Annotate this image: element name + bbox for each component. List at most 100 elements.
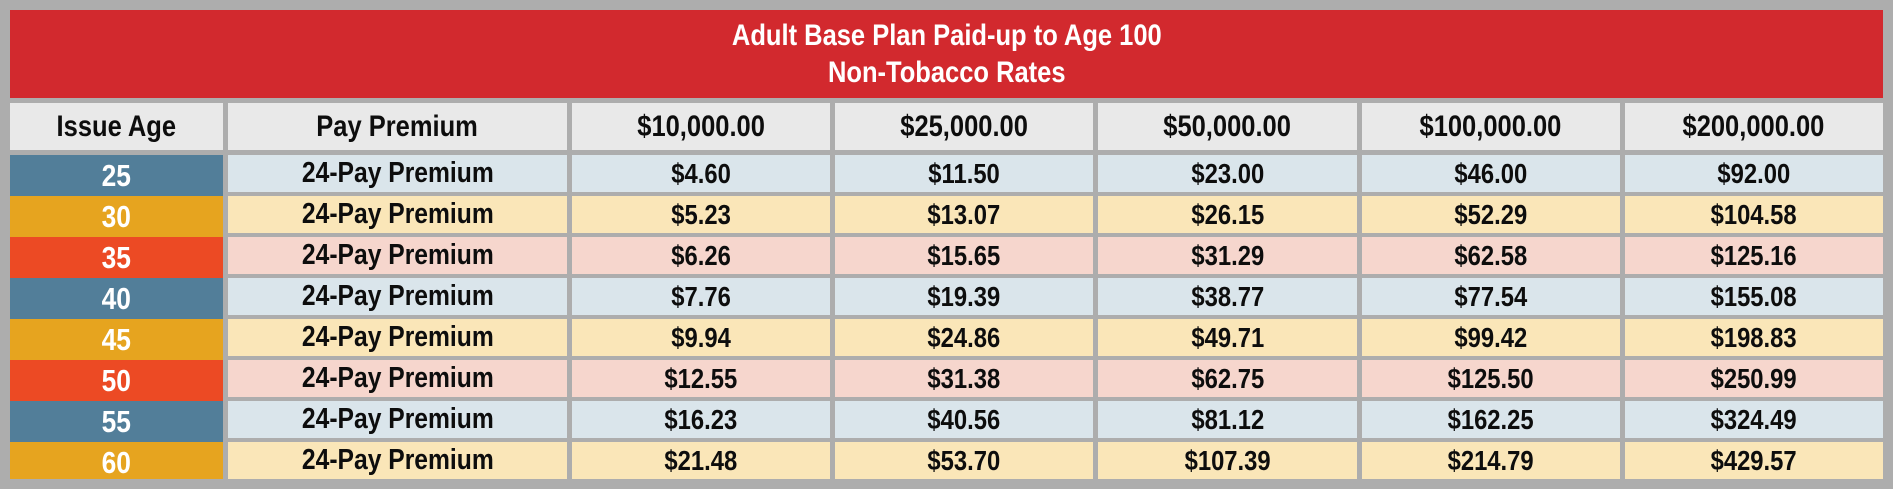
- rate-value: $52.29: [1454, 198, 1528, 230]
- rate-cell: $11.50: [835, 155, 1094, 192]
- rate-value: $5.23: [671, 198, 731, 230]
- rate-cell: $53.70: [835, 442, 1094, 479]
- pay-premium-cell: 24-Pay Premium: [228, 196, 567, 233]
- issue-age-value: 40: [101, 280, 132, 316]
- rate-value: $214.79: [1447, 444, 1534, 476]
- column-header-issue-age: Issue Age: [10, 103, 223, 150]
- rate-cell: $324.49: [1624, 401, 1883, 438]
- rate-value: $38.77: [1191, 280, 1264, 312]
- rate-value: $107.39: [1184, 444, 1271, 476]
- rate-value: $40.56: [927, 403, 1001, 435]
- rate-value: $125.50: [1447, 362, 1534, 394]
- rate-cell: $62.75: [1098, 360, 1357, 397]
- rate-value: $92.00: [1717, 157, 1791, 189]
- banner-line-1: Adult Base Plan Paid-up to Age 100: [694, 17, 1200, 54]
- pay-premium-cell: 24-Pay Premium: [228, 360, 567, 397]
- rate-value: $9.94: [671, 321, 731, 353]
- rate-value: $7.76: [671, 280, 731, 312]
- rate-cell: $31.29: [1098, 237, 1357, 274]
- rate-cell: $16.23: [572, 401, 831, 438]
- rate-value: $104.58: [1710, 198, 1797, 230]
- rate-rows: 25 24-Pay Premium $4.60 $11.50 $23.00 $4…: [10, 155, 1883, 479]
- rate-value: $62.75: [1191, 362, 1264, 394]
- rate-cell: $19.39: [835, 278, 1094, 315]
- rate-value: $62.58: [1454, 239, 1528, 271]
- issue-age-cell: 60: [10, 442, 223, 479]
- rate-cell: $24.86: [835, 319, 1094, 356]
- issue-age-value: 30: [101, 198, 132, 234]
- rate-value: $13.07: [927, 198, 1001, 230]
- pay-premium-label: 24-Pay Premium: [301, 280, 494, 312]
- rate-value: $16.23: [664, 403, 738, 435]
- column-header-pay-premium: Pay Premium: [228, 103, 567, 150]
- rate-cell: $52.29: [1361, 196, 1620, 233]
- rate-cell: $46.00: [1361, 155, 1620, 192]
- rate-value: $12.55: [664, 362, 738, 394]
- rate-value: $49.71: [1191, 321, 1264, 353]
- pay-premium-label: 24-Pay Premium: [301, 362, 494, 394]
- rate-class-subtitle: Non-Tobacco Rates: [827, 56, 1066, 89]
- rate-cell: $12.55: [572, 360, 831, 397]
- rate-value: $198.83: [1710, 321, 1797, 353]
- rate-value: $99.42: [1454, 321, 1528, 353]
- rate-value: $324.49: [1710, 403, 1797, 435]
- issue-age-value: 35: [101, 239, 132, 275]
- issue-age-cell: 40: [10, 278, 223, 319]
- rate-value: $31.29: [1191, 239, 1264, 271]
- column-header-200000: $200,000.00: [1624, 103, 1883, 150]
- rate-cell: $9.94: [572, 319, 831, 356]
- issue-age-value: 50: [101, 362, 132, 398]
- rate-cell: $49.71: [1098, 319, 1357, 356]
- rate-cell: $81.12: [1098, 401, 1357, 438]
- pay-premium-label: 24-Pay Premium: [301, 321, 494, 353]
- rate-value: $125.16: [1710, 239, 1797, 271]
- rate-value: $4.60: [671, 157, 731, 189]
- rate-cell: $125.50: [1361, 360, 1620, 397]
- rate-cell: $4.60: [572, 155, 831, 192]
- rate-cell: $107.39: [1098, 442, 1357, 479]
- rate-cell: $125.16: [1624, 237, 1883, 274]
- issue-age-cell: 30: [10, 196, 223, 237]
- rate-cell: $429.57: [1624, 442, 1883, 479]
- column-header-10000: $10,000.00: [572, 103, 831, 150]
- rate-value: $155.08: [1710, 280, 1797, 312]
- rate-value: $162.25: [1447, 403, 1534, 435]
- rate-cell: $21.48: [572, 442, 831, 479]
- title-banner: Adult Base Plan Paid-up to Age 100 Non-T…: [10, 10, 1883, 98]
- rate-cell: $155.08: [1624, 278, 1883, 315]
- rate-value: $23.00: [1191, 157, 1264, 189]
- rate-cell: $104.58: [1624, 196, 1883, 233]
- rate-cell: $77.54: [1361, 278, 1620, 315]
- rate-value: $19.39: [927, 280, 1001, 312]
- rate-cell: $5.23: [572, 196, 831, 233]
- column-header-50000: $50,000.00: [1098, 103, 1357, 150]
- rate-cell: $7.76: [572, 278, 831, 315]
- issue-age-cell: 50: [10, 360, 223, 401]
- issue-age-value: 25: [101, 157, 132, 193]
- issue-age-cell: 25: [10, 155, 223, 196]
- rate-value: $26.15: [1191, 198, 1264, 230]
- rate-value: $250.99: [1710, 362, 1797, 394]
- rate-cell: $198.83: [1624, 319, 1883, 356]
- issue-age-value: 55: [101, 403, 132, 439]
- plan-title: Adult Base Plan Paid-up to Age 100: [731, 19, 1162, 52]
- column-header-row: Issue Age Pay Premium $10,000.00 $25,000…: [10, 103, 1883, 150]
- rate-value: $24.86: [927, 321, 1001, 353]
- rate-cell: $99.42: [1361, 319, 1620, 356]
- pay-premium-cell: 24-Pay Premium: [228, 237, 567, 274]
- rate-value: $6.26: [671, 239, 731, 271]
- rate-cell: $92.00: [1624, 155, 1883, 192]
- rate-value: $81.12: [1191, 403, 1264, 435]
- rate-cell: $31.38: [835, 360, 1094, 397]
- pay-premium-label: 24-Pay Premium: [301, 157, 494, 189]
- rate-value: $77.54: [1454, 280, 1528, 312]
- pay-premium-cell: 24-Pay Premium: [228, 401, 567, 438]
- rate-cell: $15.65: [835, 237, 1094, 274]
- rate-value: $31.38: [927, 362, 1001, 394]
- issue-age-cell: 35: [10, 237, 223, 278]
- pay-premium-cell: 24-Pay Premium: [228, 155, 567, 192]
- pay-premium-label: 24-Pay Premium: [301, 403, 494, 435]
- rate-cell: $250.99: [1624, 360, 1883, 397]
- rate-value: $15.65: [927, 239, 1001, 271]
